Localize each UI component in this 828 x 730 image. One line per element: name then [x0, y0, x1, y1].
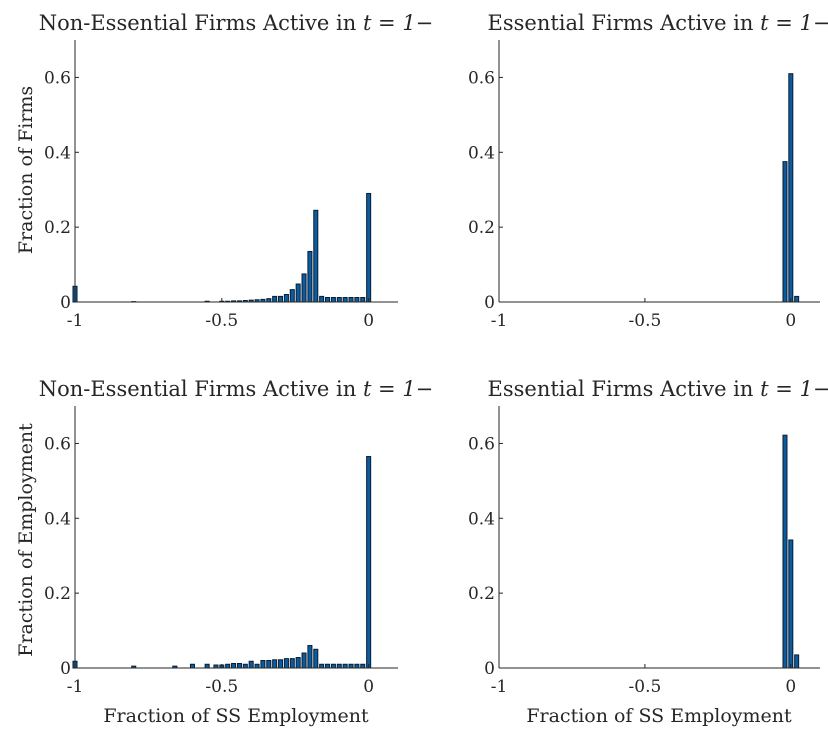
- panel-employment-essential: Essential Firms Active in t = 1− Fractio…: [468, 377, 828, 727]
- x-tick-label: 0: [363, 677, 374, 697]
- y-tick-label: 0: [484, 659, 495, 679]
- panel-title: Essential Firms Active in t = 1−: [488, 11, 828, 35]
- y-tick-label: 0: [484, 293, 495, 313]
- histogram-bar: [348, 297, 354, 303]
- histogram-bar: [360, 663, 366, 669]
- x-tick-label: 0: [363, 311, 374, 331]
- histogram-bar: [354, 297, 360, 303]
- histogram-bar: [360, 297, 366, 303]
- x-axis-label: Fraction of SS Employment: [526, 705, 792, 727]
- histogram-bar: [330, 297, 336, 303]
- y-tick-label: 0.2: [44, 584, 71, 604]
- histogram-bar: [319, 663, 325, 669]
- histogram-bar: [366, 192, 372, 303]
- panel-employment-non-essential: Non-Essential Firms Active in t = 1− Fra…: [15, 377, 433, 727]
- x-tick-label: -1: [67, 311, 84, 331]
- histogram-bar: [354, 663, 360, 669]
- x-tick-label: -0.5: [205, 311, 238, 331]
- y-axis-label: Fraction of Firms: [15, 86, 37, 254]
- histogram-bar: [794, 295, 800, 303]
- x-tick-label: -0.5: [629, 311, 662, 331]
- panel-title: Essential Firms Active in t = 1−: [488, 377, 828, 401]
- y-axis-label: Fraction of Employment: [15, 423, 37, 657]
- histogram-bar: [325, 297, 331, 303]
- panel-title: Non-Essential Firms Active in t = 1−: [39, 377, 434, 401]
- x-axis-label: Fraction of SS Employment: [103, 705, 369, 727]
- y-tick-label: 0.4: [44, 509, 71, 529]
- y-tick-label: 0.2: [468, 584, 495, 604]
- histogram-bar: [278, 295, 284, 303]
- histogram-bar: [782, 161, 788, 303]
- y-tick-label: 0.4: [468, 509, 495, 529]
- histogram-bar: [307, 250, 313, 303]
- histogram-bar: [283, 294, 289, 303]
- y-tick-label: 0.6: [44, 434, 71, 454]
- histogram-bar: [278, 659, 284, 669]
- histogram-bar: [289, 658, 295, 669]
- histogram-bar: [231, 663, 237, 669]
- histogram-bar: [319, 295, 325, 303]
- histogram-bar: [289, 289, 295, 303]
- x-tick-label: -0.5: [205, 677, 238, 697]
- histogram-bar: [248, 660, 254, 669]
- histogram-bar: [189, 663, 195, 669]
- histogram-bar: [301, 273, 307, 303]
- y-tick-label: 0.6: [468, 68, 495, 88]
- histogram-bar: [794, 654, 800, 669]
- histogram-bar: [242, 663, 248, 669]
- y-tick-label: 0: [60, 293, 71, 313]
- histogram-bar: [204, 663, 210, 669]
- histogram-bar: [272, 659, 278, 669]
- x-tick-label: -1: [491, 677, 508, 697]
- panel-title: Non-Essential Firms Active in t = 1−: [39, 11, 434, 35]
- histogram-bar: [254, 663, 260, 669]
- histogram-bar: [336, 663, 342, 669]
- x-tick-label: -1: [67, 677, 84, 697]
- histogram-bar: [283, 658, 289, 669]
- histogram-bar: [336, 297, 342, 303]
- y-tick-label: 0.2: [468, 218, 495, 238]
- x-tick-label: -1: [491, 311, 508, 331]
- histogram-bar: [295, 657, 301, 669]
- histogram-bar: [225, 663, 231, 669]
- histogram-bar: [307, 645, 313, 669]
- histogram-bar: [313, 648, 319, 669]
- histogram-bar: [342, 297, 348, 303]
- x-tick-label: -0.5: [629, 677, 662, 697]
- histogram-bar: [266, 298, 272, 303]
- y-tick-label: 0.4: [44, 143, 71, 163]
- histogram-bar: [788, 539, 794, 669]
- histogram-bar: [272, 295, 278, 303]
- y-tick-label: 0.2: [44, 218, 71, 238]
- y-tick-label: 0.6: [44, 68, 71, 88]
- y-tick-label: 0.4: [468, 143, 495, 163]
- x-tick-label: 0: [785, 311, 796, 331]
- histogram-bar: [313, 209, 319, 303]
- histogram-bar: [342, 663, 348, 669]
- histogram-bar: [330, 663, 336, 669]
- histogram-bar: [266, 660, 272, 669]
- histogram-bar: [301, 652, 307, 669]
- histogram-bar: [782, 434, 788, 669]
- panel-firms-non-essential: Non-Essential Firms Active in t = 1− Fra…: [15, 11, 433, 331]
- histogram-bar: [236, 663, 242, 669]
- histogram-bar: [366, 456, 372, 669]
- y-tick-label: 0: [60, 659, 71, 679]
- histogram-bar: [295, 283, 301, 303]
- histogram-bar: [325, 663, 331, 669]
- panel-firms-essential: Essential Firms Active in t = 1− 0 0.2 0.4…: [468, 11, 828, 331]
- histogram-bar: [788, 73, 794, 303]
- x-tick-label: 0: [785, 677, 796, 697]
- histogram-bar: [348, 663, 354, 669]
- y-tick-label: 0.6: [468, 434, 495, 454]
- histogram-bar: [260, 660, 266, 669]
